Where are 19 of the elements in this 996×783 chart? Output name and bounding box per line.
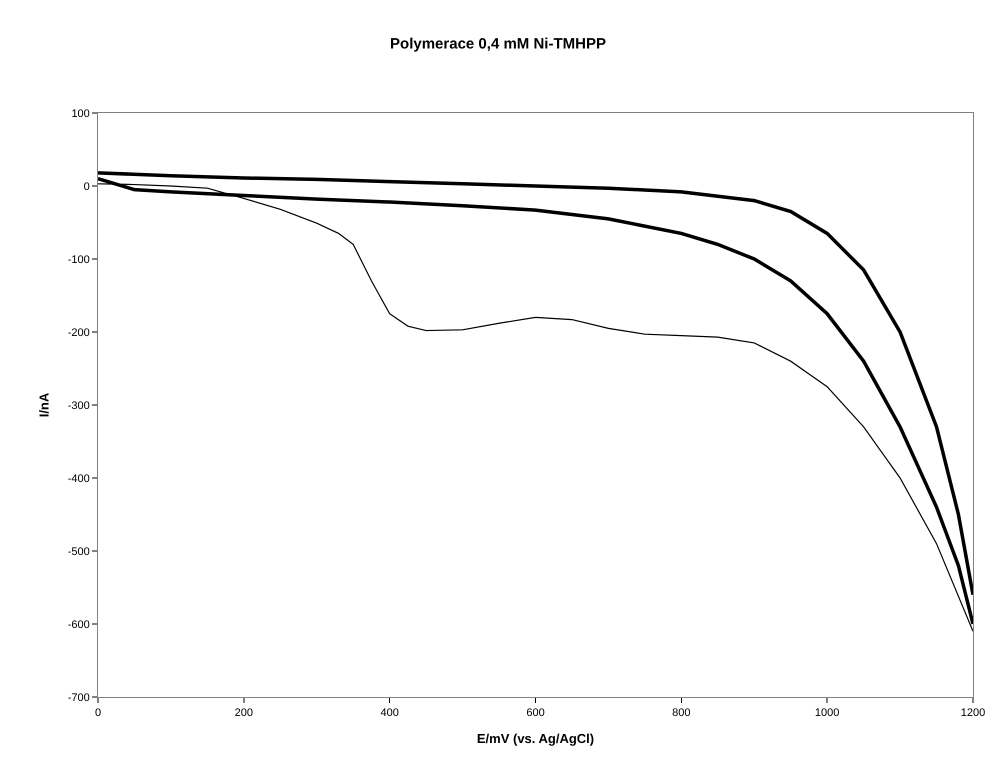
- x-tick-label: 200: [234, 707, 254, 720]
- y-tick-label: -500: [68, 546, 90, 558]
- x-tick-label: 400: [380, 707, 399, 720]
- chart-title: Polymerace 0,4 mM Ni-TMHPP: [390, 35, 606, 52]
- y-tick-label: 100: [71, 108, 90, 120]
- y-tick-label: 0: [84, 180, 90, 193]
- y-tick-label: -600: [68, 618, 90, 631]
- x-tick-label: 600: [526, 707, 545, 720]
- x-tick-label: 800: [672, 707, 691, 720]
- y-tick-label: -200: [68, 326, 90, 339]
- y-axis-title: I/nA: [36, 392, 52, 418]
- x-axis-title: E/mV (vs. Ag/AgCl): [476, 730, 594, 746]
- y-tick-label: -300: [68, 400, 90, 412]
- x-tick-label: 0: [94, 707, 102, 720]
- x-tick-label: 1200: [960, 707, 986, 720]
- y-tick-label: -700: [68, 692, 90, 704]
- x-tick-label: 1000: [814, 707, 840, 720]
- y-tick-label: -400: [68, 472, 90, 485]
- y-tick-label: -100: [68, 254, 90, 266]
